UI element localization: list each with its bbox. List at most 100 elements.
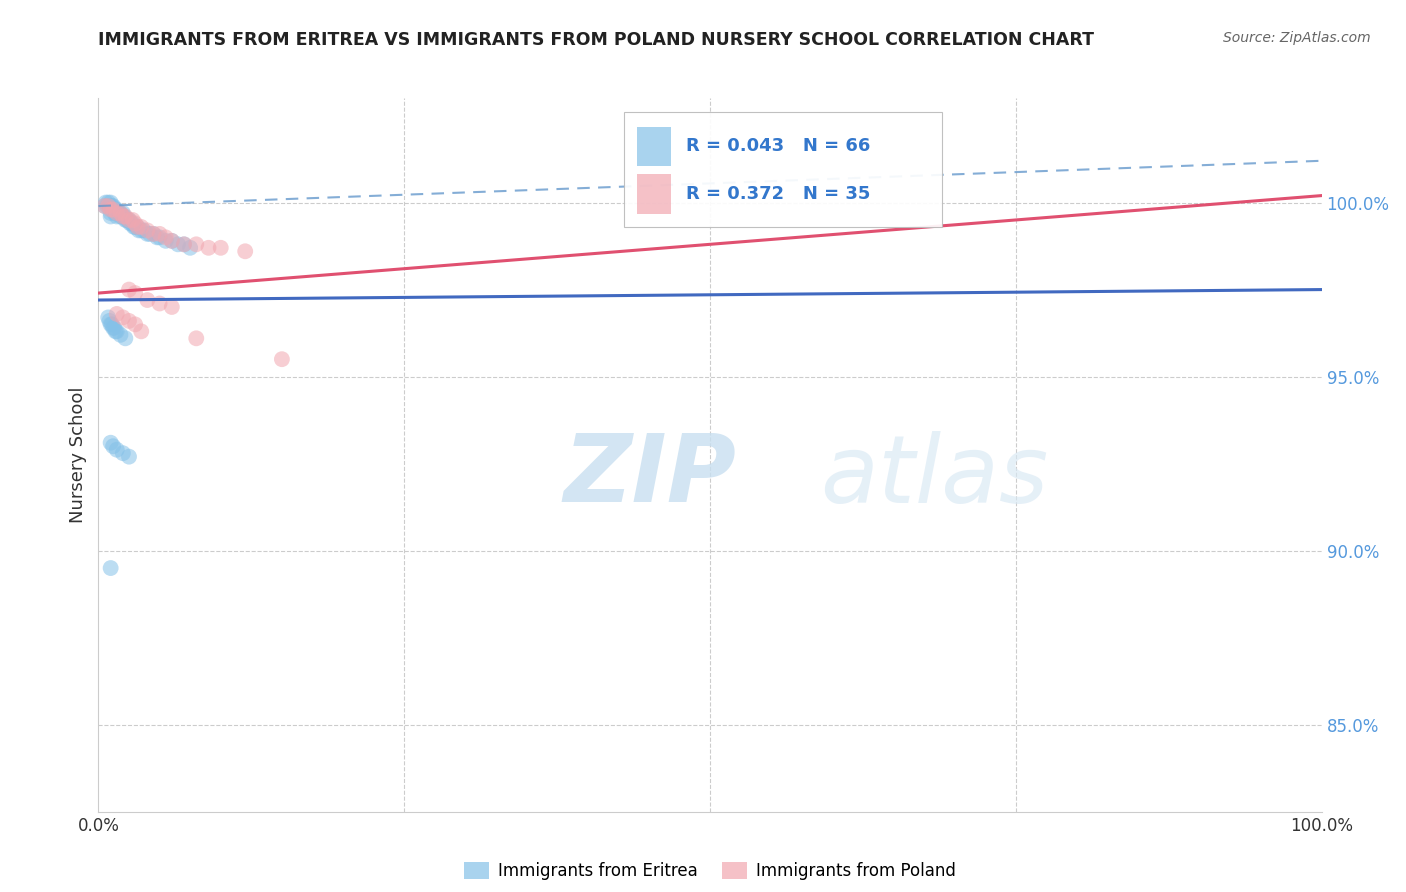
Point [122, 219, 145, 234]
Point [101, 202, 124, 217]
Point [111, 446, 134, 460]
Point [100, 435, 122, 450]
Point [100, 318, 122, 332]
Point [120, 216, 142, 230]
Point [160, 234, 183, 248]
Point [93, 199, 115, 213]
Text: IMMIGRANTS FROM ERITREA VS IMMIGRANTS FROM POLAND NURSERY SCHOOL CORRELATION CHA: IMMIGRANTS FROM ERITREA VS IMMIGRANTS FR… [98, 31, 1094, 49]
Point [100, 202, 122, 217]
Point [121, 216, 143, 230]
Point [96, 199, 118, 213]
Point [209, 241, 232, 255]
Point [179, 241, 201, 255]
Point [98, 199, 121, 213]
Point [129, 223, 152, 237]
Point [127, 219, 149, 234]
Point [111, 210, 134, 224]
Point [110, 206, 132, 220]
Point [118, 213, 141, 227]
Point [103, 202, 125, 217]
Point [105, 307, 128, 321]
Bar [637, 127, 671, 166]
Point [105, 442, 128, 457]
Point [173, 237, 195, 252]
Point [233, 244, 256, 259]
Point [124, 286, 146, 301]
Point [118, 283, 141, 297]
Point [104, 202, 127, 217]
Point [93, 199, 115, 213]
Point [105, 206, 128, 220]
Point [124, 318, 146, 332]
Point [139, 227, 162, 241]
Point [100, 206, 122, 220]
Point [115, 213, 138, 227]
Point [105, 324, 128, 338]
Point [111, 206, 134, 220]
Point [100, 210, 122, 224]
Point [100, 195, 122, 210]
Point [101, 199, 124, 213]
Y-axis label: Nursery School: Nursery School [69, 386, 87, 524]
Point [100, 561, 122, 575]
Legend: Immigrants from Eritrea, Immigrants from Poland: Immigrants from Eritrea, Immigrants from… [460, 857, 960, 886]
Point [118, 314, 141, 328]
Point [114, 331, 136, 345]
Point [112, 210, 135, 224]
Point [101, 199, 124, 213]
Point [103, 321, 125, 335]
Point [155, 234, 177, 248]
Point [97, 199, 120, 213]
Point [149, 230, 172, 244]
Point [173, 237, 195, 252]
Point [142, 227, 165, 241]
Point [149, 227, 172, 241]
Point [121, 213, 143, 227]
Text: R = 0.043   N = 66: R = 0.043 N = 66 [686, 137, 870, 155]
Point [98, 314, 121, 328]
Point [114, 210, 136, 224]
Point [114, 213, 136, 227]
Text: Source: ZipAtlas.com: Source: ZipAtlas.com [1223, 31, 1371, 45]
Point [155, 230, 177, 244]
Point [105, 202, 128, 217]
Point [111, 310, 134, 325]
Point [110, 210, 132, 224]
Bar [637, 175, 671, 214]
Point [104, 324, 127, 338]
Point [111, 210, 134, 224]
Point [136, 223, 159, 237]
Text: R = 0.372   N = 35: R = 0.372 N = 35 [686, 185, 870, 202]
Point [107, 206, 129, 220]
Point [186, 237, 208, 252]
Point [160, 234, 183, 248]
Point [142, 227, 165, 241]
Point [100, 199, 122, 213]
Point [136, 293, 159, 307]
Point [270, 352, 294, 367]
Point [108, 206, 131, 220]
Point [110, 327, 132, 342]
Point [197, 241, 219, 255]
Point [103, 206, 125, 220]
Point [127, 219, 149, 234]
Point [120, 216, 142, 230]
Point [146, 230, 169, 244]
Point [118, 450, 141, 464]
Point [94, 195, 117, 210]
Point [110, 206, 132, 220]
Text: atlas: atlas [820, 431, 1049, 522]
Point [101, 318, 124, 332]
Point [124, 216, 146, 230]
FancyBboxPatch shape [624, 112, 942, 227]
Text: ZIP: ZIP [564, 430, 737, 523]
Point [118, 213, 141, 227]
Point [117, 213, 139, 227]
Point [128, 223, 150, 237]
Point [101, 321, 124, 335]
Point [167, 237, 190, 252]
Point [97, 195, 120, 210]
Point [97, 310, 120, 325]
Point [129, 219, 152, 234]
Point [124, 219, 146, 234]
